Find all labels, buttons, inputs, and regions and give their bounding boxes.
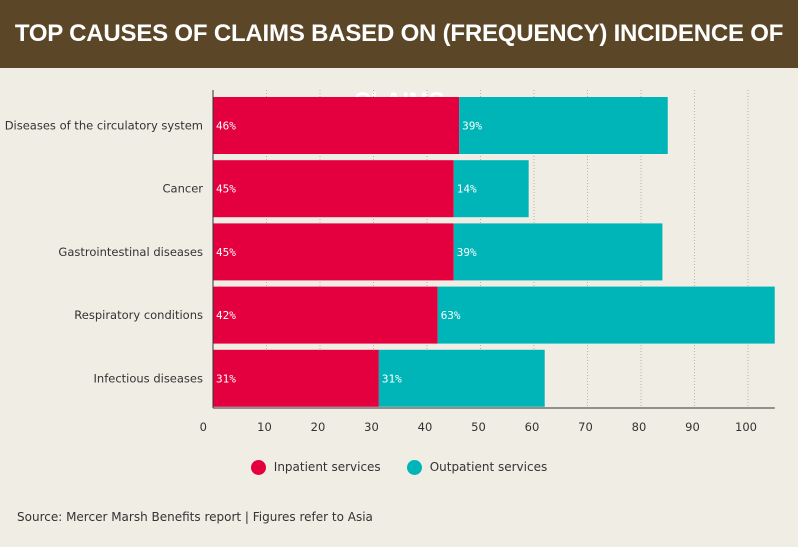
data-label: 39% (462, 120, 482, 133)
outpatient-swatch (406, 459, 422, 475)
x-tick-label: 90 (685, 420, 700, 434)
bar-inpatient (213, 286, 438, 344)
data-label: 14% (457, 183, 477, 196)
x-tick-label: 0 (200, 420, 207, 434)
x-tick-label: 100 (735, 420, 757, 434)
bar-outpatient (459, 97, 668, 154)
header-bar (0, 0, 798, 68)
data-label: 42% (216, 309, 236, 322)
x-tick-label: 60 (525, 420, 540, 434)
data-label: 31% (216, 372, 236, 385)
bar-outpatient (453, 223, 663, 281)
inpatient-swatch (250, 459, 266, 475)
category-label: Diseases of the circulatory system (5, 119, 203, 133)
x-tick-label: 20 (311, 420, 326, 434)
legend-item-inpatient: Inpatient services (250, 459, 381, 475)
bar-inpatient (213, 160, 454, 218)
legend-item-outpatient: Outpatient services (406, 459, 548, 475)
bar-inpatient (213, 349, 379, 407)
category-label: Cancer (163, 182, 204, 196)
bar-outpatient (453, 160, 529, 218)
bar-inpatient (213, 97, 460, 154)
bar-outpatient (378, 349, 545, 407)
x-tick-label: 50 (471, 420, 486, 434)
x-tick-label: 40 (418, 420, 433, 434)
data-label: 63% (441, 309, 461, 322)
source-note: Source: Mercer Marsh Benefits report | F… (17, 510, 373, 524)
legend-label-inpatient: Inpatient services (273, 460, 381, 474)
legend-label-outpatient: Outpatient services (429, 460, 548, 474)
category-label: Infectious diseases (94, 371, 203, 385)
data-label: 45% (216, 183, 236, 196)
data-label: 46% (216, 120, 236, 133)
data-label: 45% (216, 246, 236, 259)
bar-outpatient (437, 286, 775, 344)
bar-inpatient (213, 223, 454, 281)
x-tick-label: 80 (632, 420, 647, 434)
x-tick-label: 70 (578, 420, 593, 434)
bar-chart: 46% 39% Diseases of the circulatory system… (5, 90, 775, 434)
x-tick-label: 30 (364, 420, 379, 434)
data-label: 31% (382, 372, 402, 385)
data-label: 39% (457, 246, 477, 259)
chart-title: TOP CAUSES OF CLAIMS BASED ON (FREQUENCY… (14, 20, 784, 115)
legend: Inpatient services Outpatient services (0, 457, 798, 477)
category-label: Gastrointestinal diseases (58, 245, 203, 259)
category-label: Respiratory conditions (74, 308, 203, 322)
x-tick-label: 10 (257, 420, 272, 434)
